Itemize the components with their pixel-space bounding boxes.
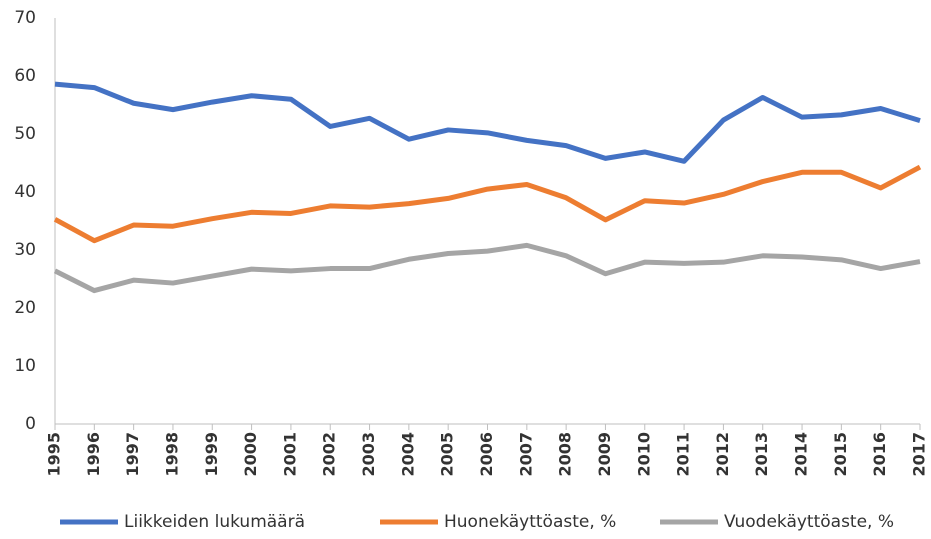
x-tick-label: 1999 (202, 432, 221, 477)
y-tick-label: 20 (14, 298, 36, 318)
x-tick-label: 2003 (359, 432, 378, 477)
y-tick-label: 30 (14, 240, 36, 260)
x-tick-label: 2001 (280, 432, 299, 477)
x-tick-label: 2017 (910, 432, 929, 477)
y-tick-label: 60 (14, 66, 36, 86)
series-line (53, 164, 922, 244)
y-tick-label: 40 (14, 182, 36, 202)
x-tick-label: 2014 (792, 432, 811, 477)
x-tick-label: 2013 (752, 432, 771, 477)
y-tick-label: 10 (14, 356, 36, 376)
x-tick-label: 2011 (674, 432, 693, 477)
x-tick-label: 1998 (162, 432, 181, 477)
y-tick-label: 0 (25, 414, 36, 434)
x-tick-label: 2009 (595, 432, 614, 477)
x-tick-label: 2006 (477, 432, 496, 477)
legend-label: Liikkeiden lukumäärä (124, 512, 305, 532)
x-tick-label: 2004 (398, 432, 417, 477)
x-tick-label: 1996 (84, 432, 103, 477)
x-tick-label: 2015 (831, 432, 850, 477)
x-tick-label: 2000 (241, 432, 260, 477)
y-tick-label: 50 (14, 124, 36, 144)
x-tick-label: 2007 (516, 432, 535, 477)
x-tick-label: 1995 (45, 432, 64, 477)
x-tick-label: 2012 (713, 432, 732, 477)
x-tick-label: 2010 (634, 432, 653, 477)
x-tick-label: 2005 (438, 432, 457, 477)
x-tick-label: 1997 (123, 432, 142, 477)
series-line (53, 242, 921, 294)
x-tick-label: 2002 (320, 432, 339, 477)
legend-label: Huonekäyttöaste, % (444, 512, 616, 532)
legend-label: Vuodekäyttöaste, % (724, 512, 894, 532)
y-tick-label: 70 (14, 8, 36, 28)
x-tick-label: 2008 (556, 432, 575, 477)
x-tick-label: 2016 (870, 432, 889, 477)
series-line (54, 81, 921, 164)
